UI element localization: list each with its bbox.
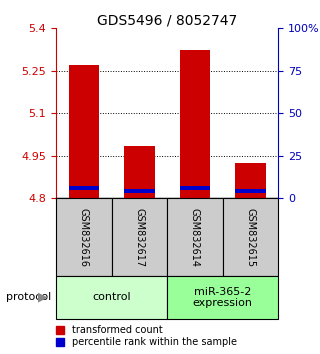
Bar	[235, 163, 266, 198]
Text: GSM832616: GSM832616	[79, 208, 89, 267]
Bar	[68, 65, 99, 198]
Bar	[124, 189, 155, 193]
Text: GSM832614: GSM832614	[190, 208, 200, 267]
Bar	[167, 198, 223, 276]
Bar	[68, 186, 99, 190]
Text: GSM832617: GSM832617	[134, 207, 144, 267]
Text: miR-365-2
expression: miR-365-2 expression	[193, 286, 253, 308]
Bar	[124, 146, 155, 198]
Bar	[223, 198, 278, 276]
Text: ▶: ▶	[38, 291, 48, 304]
Legend: transformed count, percentile rank within the sample: transformed count, percentile rank withi…	[54, 323, 239, 349]
Bar	[112, 198, 167, 276]
Bar	[56, 198, 112, 276]
Bar	[56, 276, 167, 319]
Text: control: control	[92, 292, 131, 302]
Bar	[180, 186, 210, 190]
Title: GDS5496 / 8052747: GDS5496 / 8052747	[97, 13, 237, 27]
Bar	[235, 189, 266, 193]
Bar	[180, 50, 210, 198]
Text: GSM832615: GSM832615	[246, 207, 256, 267]
Text: protocol: protocol	[6, 292, 52, 302]
Bar	[167, 276, 278, 319]
